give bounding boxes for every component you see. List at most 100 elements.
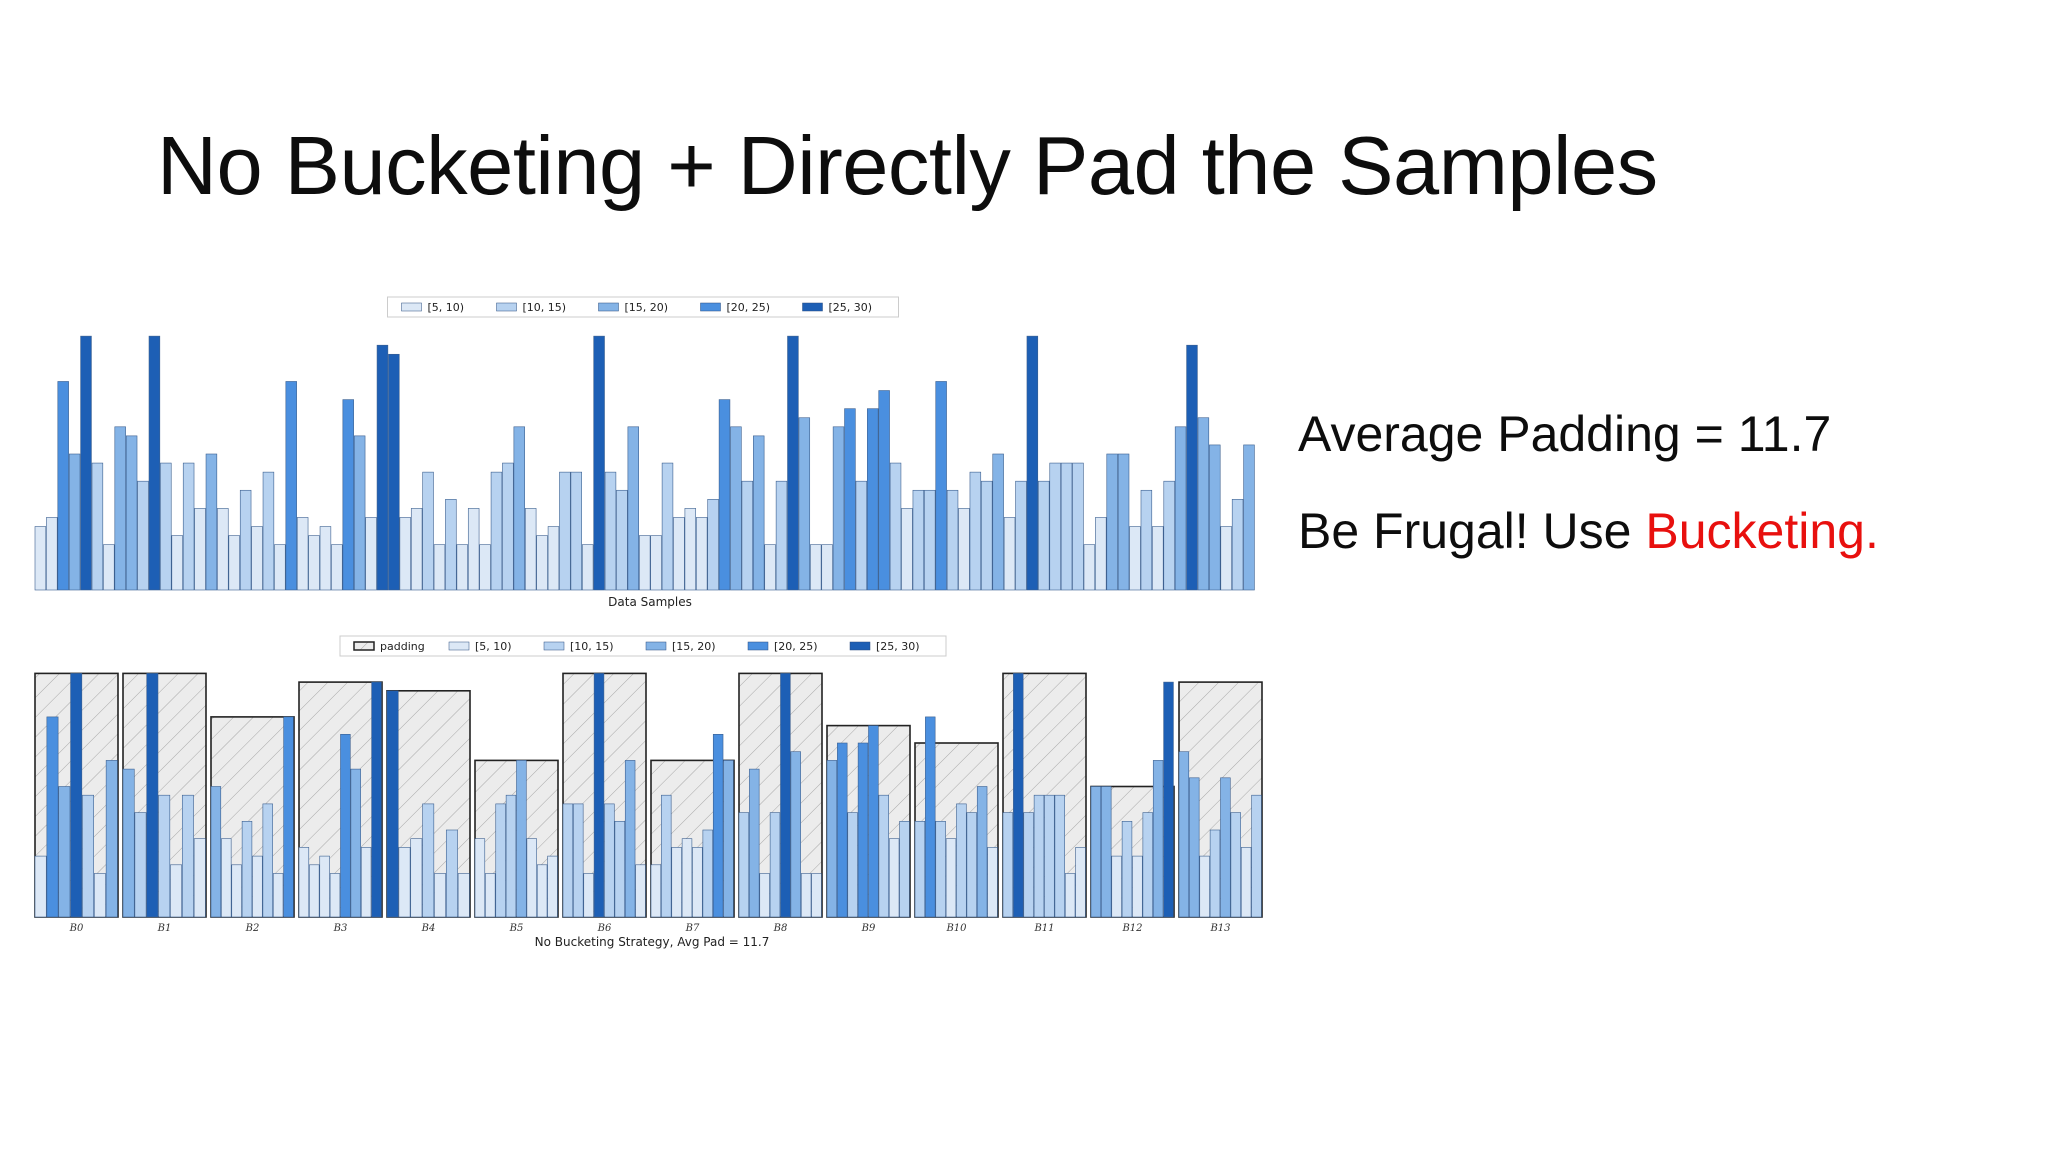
sample-bar [868,725,879,918]
sample-bar [899,820,910,918]
advice-prefix: Be Frugal! Use [1298,503,1646,559]
bucket-tick-label: B5 [509,923,524,934]
legend-swatch [849,641,871,651]
sample-bar [673,517,685,591]
sample-bar [1002,812,1014,918]
sample-bar [956,803,967,918]
legend-swatch [802,302,823,312]
sample-bar [410,508,423,591]
sample-bar [562,803,574,918]
x-axis-label: Data Samples [608,595,692,609]
sample-bar [516,760,527,918]
bucket-tick-label: B9 [861,923,876,934]
sample-bar [524,508,537,591]
bucket-group [562,672,647,918]
bucket-tick-label: B8 [773,923,788,934]
sample-bar [479,544,491,591]
sample-bar [182,462,195,591]
sample-bar [526,838,537,918]
sample-bar [624,760,636,918]
sample-bar [798,417,811,591]
sample-bar [1140,489,1153,591]
sample-bar [857,742,869,918]
sample-bar [946,489,959,591]
sample-bar [1163,480,1175,591]
sample-bar [583,873,594,918]
sample-bar [228,535,240,591]
sample-bar [1090,786,1102,918]
bucket-group [298,681,383,918]
bucket-group [210,716,295,918]
bucket-group [914,716,999,918]
sample-bar [1243,444,1255,591]
slide-title: No Bucketing + Directly Pad the Samples [157,119,1658,212]
legend-label: [20, 25) [774,640,818,653]
sample-bar [365,517,377,591]
sample-bar [832,426,845,591]
sample-bar [80,335,92,591]
sample-bar [1015,480,1027,591]
sample-bar [1240,847,1252,918]
sample-bar [1049,462,1061,591]
sample-bar [262,471,275,591]
legend-label: [5, 10) [428,301,465,314]
sample-bar [1054,794,1065,918]
sample-bar [34,855,47,918]
sample-bar [1220,526,1232,591]
bucket-padding-chart: B0 B1 B2 B3 B4 B5 B6 B7 B8 B9 B10 B11 B12 B13 padding [… [34,635,1263,949]
sample-bar [340,733,351,918]
sample-bar [1251,794,1262,918]
sample-bar [1163,681,1174,918]
sample-bar [811,873,822,918]
sample-bar [958,508,970,591]
sample-bar [1026,335,1039,591]
sample-bar [467,508,480,591]
bucket-tick-label: B12 [1121,923,1142,934]
sample-bar [559,471,571,591]
sample-bar [702,829,713,918]
sample-bar [1072,462,1084,591]
sample-bar [160,462,172,591]
sample-bar [495,803,506,918]
sample-bar [103,544,115,591]
sample-bar [867,408,879,591]
sample-bar [992,453,1004,591]
sample-bar [274,544,286,591]
legend-label: padding [380,640,425,653]
sample-bar [193,838,206,918]
sample-bar [1189,777,1200,918]
sample-bar [410,838,423,918]
sample-bar [981,480,993,591]
bucket-group [738,672,823,918]
legend-label: [10, 15) [523,301,567,314]
sample-bar [696,517,708,591]
legend-swatch [496,302,517,312]
sample-bar [445,829,458,918]
sample-bar [945,838,957,918]
sample-bar [1152,760,1164,918]
sample-bar [616,489,628,591]
sample-bar [1060,462,1073,591]
sample-bar [912,489,925,591]
sample-bar [221,838,232,918]
sample-bar [148,335,161,591]
sample-bar [661,794,672,918]
sample-bar [810,544,822,591]
sample-bar [513,426,525,591]
sample-bar [573,803,584,918]
bucket-tick-label: B11 [1033,923,1054,934]
legend-label: [5, 10) [475,640,512,653]
sample-bar [759,873,770,918]
sample-bar [1044,794,1055,918]
sample-bar [46,716,59,918]
sample-bar [502,462,514,591]
sample-bar [82,794,94,918]
sample-bar [70,673,83,918]
sample-bar [105,760,118,918]
sample-bar [650,535,662,591]
sample-bar [901,508,913,591]
sample-bar [855,480,868,591]
bucket-tick-label: B4 [421,923,436,934]
sample-bar [398,847,411,918]
